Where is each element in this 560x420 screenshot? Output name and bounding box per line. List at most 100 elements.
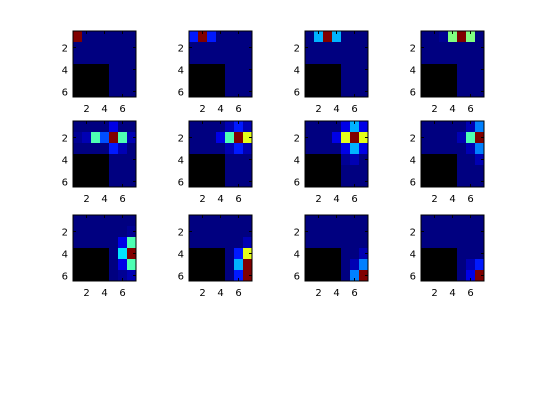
x-tick-label: 6: [467, 104, 473, 115]
heatmap-cell: [439, 143, 449, 155]
heatmap-cell: [189, 270, 199, 282]
heatmap-cell: [430, 176, 440, 188]
heatmap-cell: [234, 53, 244, 65]
heatmap-cell: [430, 237, 440, 249]
heatmap-cell: [323, 226, 333, 238]
y-tick-label: 6: [62, 88, 68, 99]
heatmap-cell: [91, 31, 101, 43]
heatmap-cell: [421, 53, 431, 65]
heatmap-cell: [359, 75, 369, 87]
heatmap-cell: [341, 248, 351, 260]
heatmap-cell: [109, 176, 119, 188]
heatmap-cell: [439, 121, 449, 133]
heatmap-cell: [466, 143, 476, 155]
x-tick-label: 4: [101, 194, 107, 205]
heatmap-cell: [341, 154, 351, 166]
heatmap-cell: [323, 42, 333, 54]
heatmap-cell: [305, 270, 315, 282]
heatmap-cell: [189, 165, 199, 177]
x-tick-label: 4: [333, 194, 339, 205]
heatmap-cell: [207, 132, 217, 144]
heatmap-cell: [466, 248, 476, 260]
heatmap-cell: [73, 75, 83, 87]
heatmap-cell: [225, 121, 235, 133]
x-tick-label: 6: [351, 104, 357, 115]
heatmap-cell: [100, 226, 110, 238]
heatmap-cell: [198, 86, 208, 98]
heatmap-cell: [439, 237, 449, 249]
heatmap-cell: [350, 259, 360, 271]
heatmap-cell: [430, 226, 440, 238]
heatmap-cell: [109, 259, 119, 271]
heatmap-cell: [466, 86, 476, 98]
heatmap-cell: [100, 248, 110, 260]
x-tick-label: 6: [235, 104, 241, 115]
heatmap-cell: [189, 176, 199, 188]
heatmap-cell: [118, 53, 128, 65]
heatmap-cell: [430, 86, 440, 98]
y-tick-label: 6: [294, 88, 300, 99]
heatmap-cell: [127, 42, 137, 54]
heatmap-cell: [234, 237, 244, 249]
x-tick-label: 4: [333, 104, 339, 115]
heatmap-cell: [332, 143, 342, 155]
y-tick-label: 4: [62, 156, 68, 167]
heatmap-cell: [243, 226, 253, 238]
heatmap-cell: [332, 259, 342, 271]
heatmap-cell: [457, 143, 467, 155]
heatmap-cell: [439, 270, 449, 282]
heatmap-cell: [127, 165, 137, 177]
heatmap-cell: [430, 165, 440, 177]
y-tick-label: 4: [62, 250, 68, 261]
heatmap-cell: [430, 75, 440, 87]
heatmap-cell: [323, 259, 333, 271]
heatmap-cell: [82, 86, 92, 98]
heatmap-cell: [341, 86, 351, 98]
heatmap-cell: [234, 132, 244, 144]
heatmap-cell: [314, 53, 324, 65]
heatmap-cell: [314, 154, 324, 166]
heatmap-cell: [421, 31, 431, 43]
heatmap-cell: [109, 143, 119, 155]
heatmap-cell: [457, 154, 467, 166]
heatmap-cell: [189, 154, 199, 166]
heatmap-cell: [234, 75, 244, 87]
heatmap-cell: [332, 86, 342, 98]
heatmap-cell: [198, 259, 208, 271]
heatmap-cell: [466, 132, 476, 144]
heatmap-cell: [207, 75, 217, 87]
heatmap-cell: [421, 64, 431, 76]
y-tick-label: 2: [62, 44, 68, 55]
heatmap-cell: [332, 154, 342, 166]
heatmap-cell: [100, 176, 110, 188]
heatmap-cell: [323, 248, 333, 260]
x-tick-label: 2: [431, 288, 437, 299]
heatmap-cell: [448, 53, 458, 65]
heatmap-cell: [100, 75, 110, 87]
heatmap-cell: [332, 132, 342, 144]
heatmap-cell: [466, 215, 476, 227]
heatmap-cell: [207, 143, 217, 155]
x-tick-label: 2: [315, 104, 321, 115]
heatmap-cell: [73, 237, 83, 249]
y-tick-label: 2: [294, 228, 300, 239]
heatmap-cell: [439, 132, 449, 144]
heatmap-cell: [118, 165, 128, 177]
heatmap-cell: [448, 248, 458, 260]
heatmap-cell: [475, 31, 485, 43]
heatmap-cell: [475, 259, 485, 271]
heatmap-cell: [234, 42, 244, 54]
heatmap-cell: [421, 259, 431, 271]
heatmap-cell: [225, 248, 235, 260]
heatmap-cell: [421, 121, 431, 133]
heatmap-cell: [466, 64, 476, 76]
heatmap-cell: [457, 270, 467, 282]
heatmap-cell: [82, 132, 92, 144]
heatmap-cell: [109, 154, 119, 166]
heatmap-cell: [350, 143, 360, 155]
heatmap-cell: [314, 259, 324, 271]
heatmap-cell: [189, 53, 199, 65]
heatmap-cell: [475, 165, 485, 177]
heatmap-cell: [91, 270, 101, 282]
heatmap-cell: [350, 75, 360, 87]
